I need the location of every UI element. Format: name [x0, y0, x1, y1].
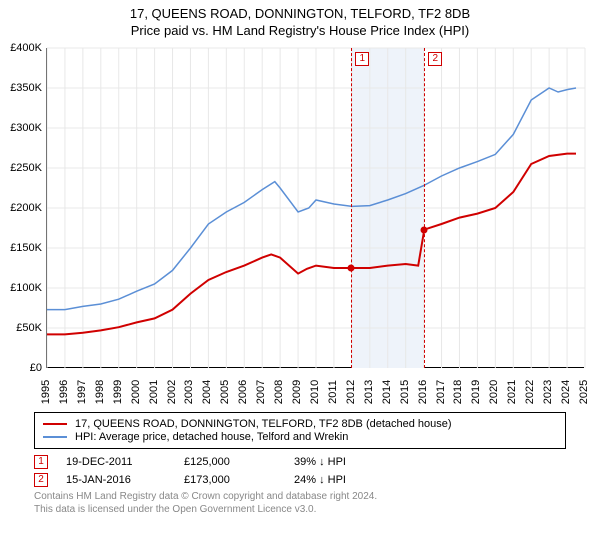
- x-axis-label: 2020: [488, 380, 500, 404]
- legend-label: 17, QUEENS ROAD, DONNINGTON, TELFORD, TF…: [75, 418, 452, 430]
- y-axis-label: £350K: [10, 82, 42, 94]
- x-axis-label: 1997: [76, 380, 88, 404]
- x-axis-label: 2024: [560, 380, 572, 404]
- x-axis-label: 2013: [363, 380, 375, 404]
- transaction-date: 15-JAN-2016: [66, 474, 166, 486]
- y-axis-label: £400K: [10, 42, 42, 54]
- footer-attribution: Contains HM Land Registry data © Crown c…: [34, 491, 566, 516]
- x-axis-label: 2010: [309, 380, 321, 404]
- x-axis-label: 2002: [166, 380, 178, 404]
- legend-label: HPI: Average price, detached house, Telf…: [75, 431, 348, 443]
- transaction-badge: 1: [34, 455, 48, 469]
- y-axis-label: £150K: [10, 242, 42, 254]
- x-axis-label: 1999: [112, 380, 124, 404]
- x-axis-label: 1996: [58, 380, 70, 404]
- sale-point-icon: [348, 265, 355, 272]
- y-axis-label: £0: [30, 362, 42, 374]
- transaction-price: £125,000: [184, 456, 276, 468]
- x-axis-label: 2025: [578, 380, 590, 404]
- x-axis-label: 2005: [219, 380, 231, 404]
- transactions-table: 1 19-DEC-2011 £125,000 39% ↓ HPI 2 15-JAN-201…: [34, 455, 566, 487]
- x-axis-label: 2004: [201, 380, 213, 404]
- x-axis-label: 2006: [237, 380, 249, 404]
- x-axis-label: 2007: [255, 380, 267, 404]
- footer-line-1: Contains HM Land Registry data © Crown c…: [34, 491, 566, 504]
- x-axis-label: 2012: [345, 380, 357, 404]
- x-axis-label: 2018: [452, 380, 464, 404]
- x-axis-label: 2023: [542, 380, 554, 404]
- x-axis-label: 2003: [183, 380, 195, 404]
- transaction-price: £173,000: [184, 474, 276, 486]
- x-axis-label: 2017: [435, 380, 447, 404]
- legend-swatch-icon: [43, 436, 67, 438]
- price-chart: £0 £50K £100K £150K £200K £250K £300K £350K £400…: [0, 38, 600, 408]
- x-axis-label: 2019: [470, 380, 482, 404]
- x-axis-label: 2008: [273, 380, 285, 404]
- x-axis-label: 2011: [327, 380, 339, 404]
- x-axis-label: 2009: [291, 380, 303, 404]
- x-axis-label: 2016: [417, 380, 429, 404]
- sale-marker-line: [351, 48, 352, 368]
- sale-marker-badge: 2: [428, 52, 442, 66]
- transaction-row: 1 19-DEC-2011 £125,000 39% ↓ HPI: [34, 455, 566, 469]
- transaction-row: 2 15-JAN-2016 £173,000 24% ↓ HPI: [34, 473, 566, 487]
- transaction-badge: 2: [34, 473, 48, 487]
- x-axis-label: 2014: [381, 380, 393, 404]
- x-axis-label: 2021: [506, 380, 518, 404]
- y-axis-label: £250K: [10, 162, 42, 174]
- x-axis-label: 2022: [524, 380, 536, 404]
- footer-line-2: This data is licensed under the Open Gov…: [34, 504, 566, 517]
- transaction-date: 19-DEC-2011: [66, 456, 166, 468]
- x-axis-label: 2015: [399, 380, 411, 404]
- series-property: [47, 154, 576, 335]
- y-axis-label: £50K: [16, 322, 42, 334]
- series-hpi: [47, 88, 576, 310]
- sale-point-icon: [421, 226, 428, 233]
- y-axis-label: £200K: [10, 202, 42, 214]
- x-axis-label: 1998: [94, 380, 106, 404]
- legend-row: HPI: Average price, detached house, Telf…: [43, 431, 557, 443]
- x-axis-label: 1995: [40, 380, 52, 404]
- transaction-delta: 39% ↓ HPI: [294, 456, 346, 468]
- chart-legend: 17, QUEENS ROAD, DONNINGTON, TELFORD, TF…: [34, 412, 566, 449]
- page-subtitle: Price paid vs. HM Land Registry's House …: [0, 23, 600, 38]
- transaction-delta: 24% ↓ HPI: [294, 474, 346, 486]
- page-title: 17, QUEENS ROAD, DONNINGTON, TELFORD, TF…: [0, 6, 600, 21]
- sale-marker-badge: 1: [355, 52, 369, 66]
- x-axis-label: 2001: [148, 380, 160, 404]
- y-axis-label: £100K: [10, 282, 42, 294]
- y-axis-label: £300K: [10, 122, 42, 134]
- sale-marker-line: [424, 48, 425, 368]
- x-axis-label: 2000: [130, 380, 142, 404]
- legend-row: 17, QUEENS ROAD, DONNINGTON, TELFORD, TF…: [43, 418, 557, 430]
- legend-swatch-icon: [43, 423, 67, 425]
